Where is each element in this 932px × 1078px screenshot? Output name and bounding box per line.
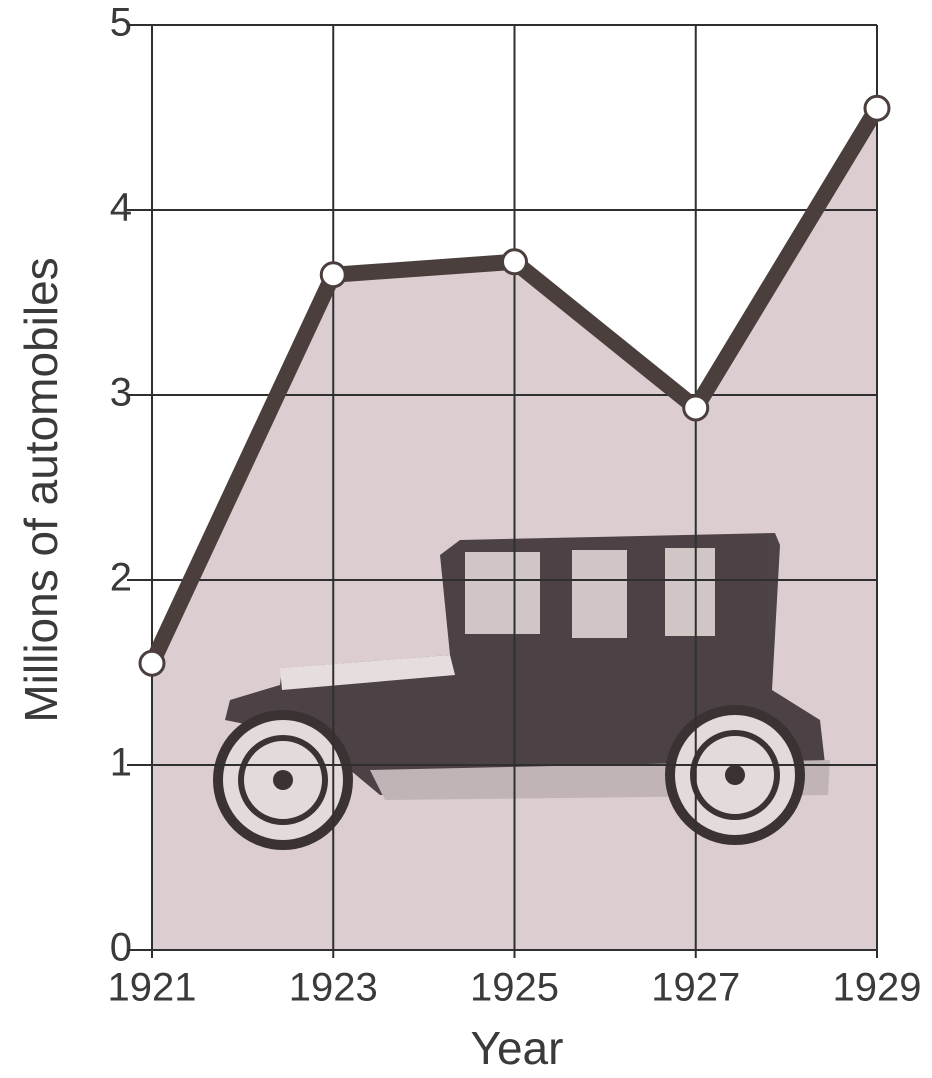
data-point (319, 261, 347, 289)
car-illustration (213, 533, 830, 850)
y-tick-label: 4 (110, 186, 132, 230)
data-point (501, 248, 528, 276)
y-tick-label: 1 (110, 741, 132, 785)
y-tick-label: 3 (110, 371, 132, 415)
x-tick-label: 1927 (651, 966, 740, 1010)
data-point (863, 94, 891, 122)
x-tick-label: 1925 (470, 966, 559, 1010)
plot-foreground (127, 24, 891, 958)
data-point (138, 649, 166, 677)
x-tick-label: 1921 (108, 966, 197, 1010)
x-tick-label: 1923 (289, 966, 378, 1010)
x-axis-label: Year (471, 1022, 564, 1074)
data-point (682, 394, 710, 422)
x-tick-label: 1929 (833, 966, 922, 1010)
y-tick-label: 5 (110, 1, 132, 45)
y-tick-label: 0 (110, 926, 132, 970)
y-axis-label: Millions of automobiles (15, 257, 67, 722)
y-tick-label: 2 (110, 556, 132, 600)
